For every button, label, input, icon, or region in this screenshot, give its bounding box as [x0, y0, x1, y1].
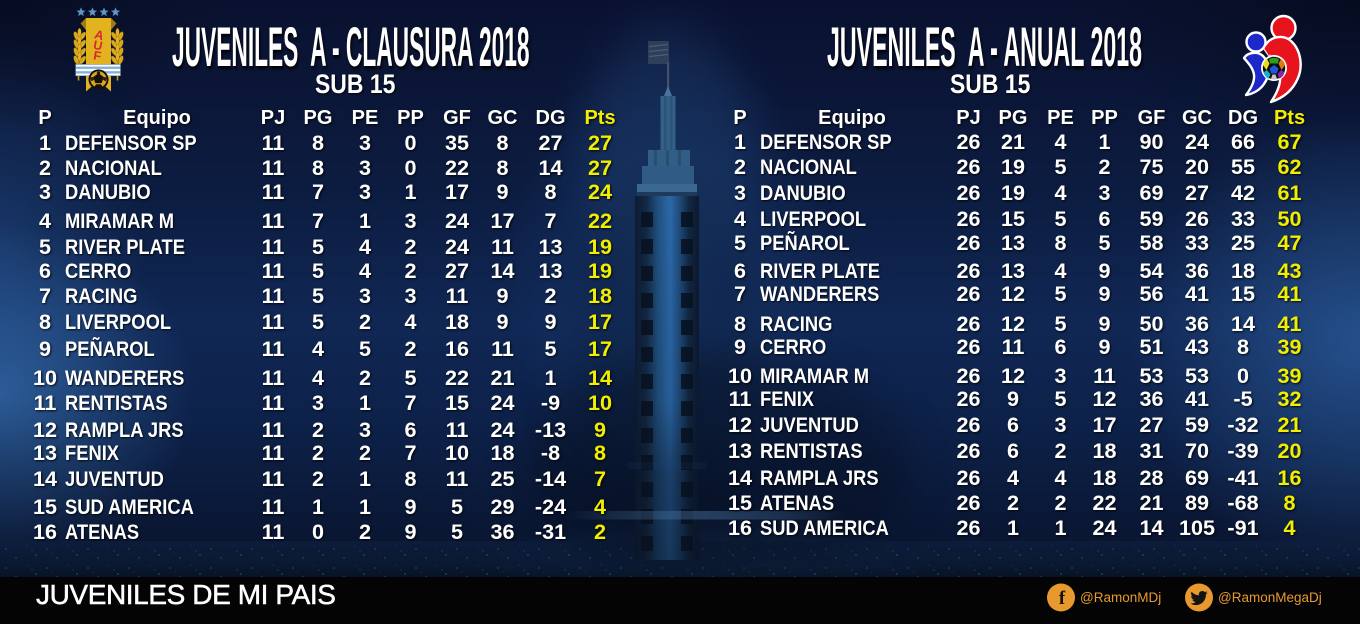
- svg-text:@RamonMegaDj: @RamonMegaDj: [1218, 590, 1322, 605]
- svg-text:F: F: [92, 49, 102, 64]
- svg-text:@RamonMDj: @RamonMDj: [1080, 590, 1161, 605]
- svg-text:f: f: [1059, 588, 1066, 609]
- svg-text:U: U: [92, 38, 104, 54]
- svg-text:A: A: [93, 27, 106, 43]
